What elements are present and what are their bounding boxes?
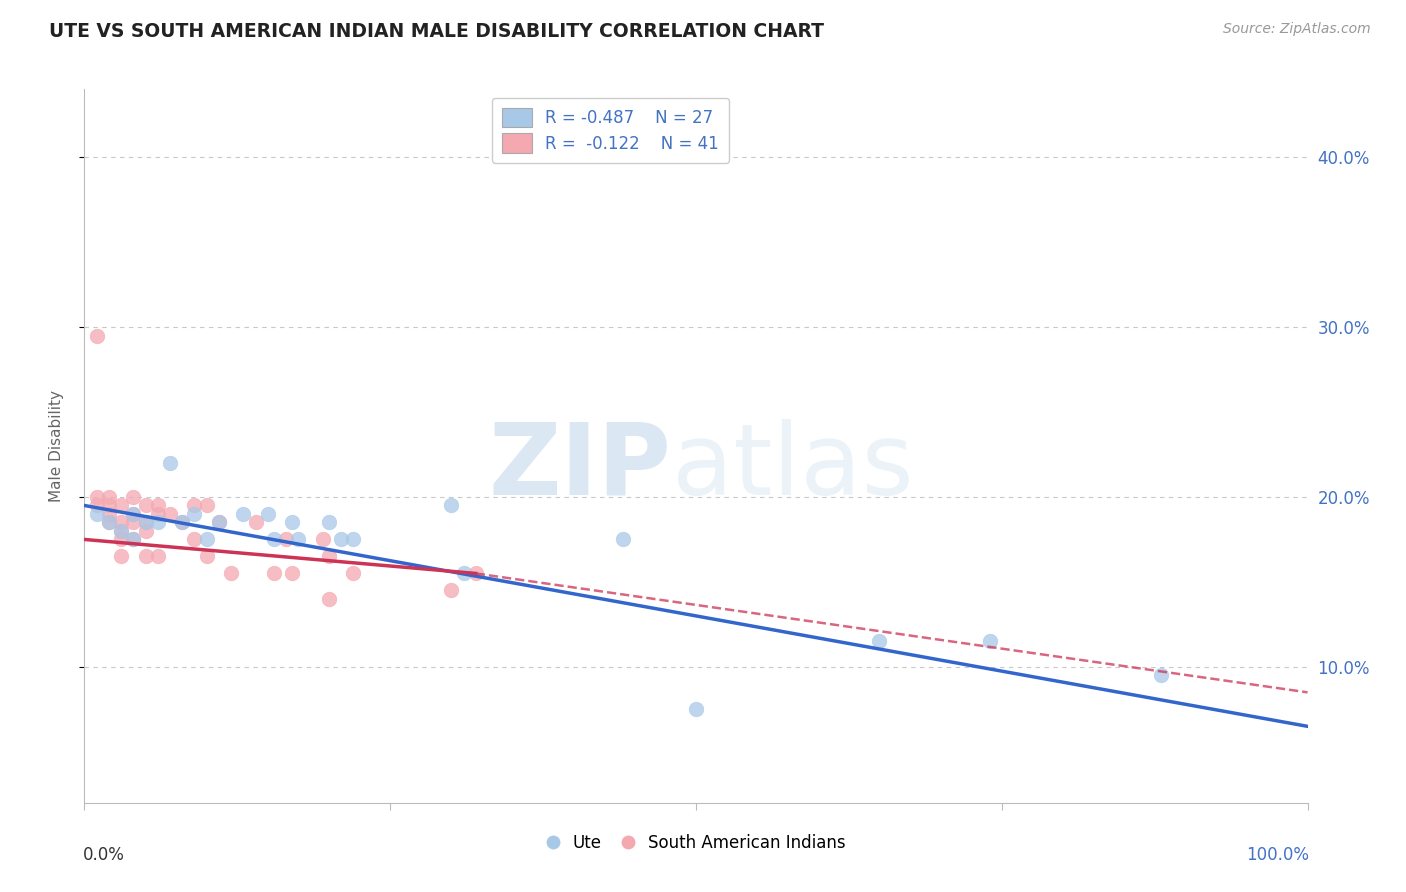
- Point: [146, 549, 169, 564]
- Point: [135, 524, 157, 538]
- Point: [330, 533, 353, 547]
- Point: [86, 328, 108, 343]
- Point: [245, 516, 267, 530]
- Point: [208, 516, 231, 530]
- Point: [257, 507, 280, 521]
- Point: [612, 533, 634, 547]
- Text: Source: ZipAtlas.com: Source: ZipAtlas.com: [1223, 22, 1371, 37]
- Point: [263, 566, 285, 581]
- Point: [281, 516, 304, 530]
- Point: [110, 516, 132, 530]
- Text: ZIP: ZIP: [489, 419, 672, 516]
- Point: [97, 507, 120, 521]
- Point: [135, 549, 157, 564]
- Point: [464, 566, 486, 581]
- Point: [312, 533, 335, 547]
- Point: [685, 702, 707, 716]
- Point: [86, 499, 108, 513]
- Point: [110, 533, 132, 547]
- Point: [146, 499, 169, 513]
- Point: [287, 533, 309, 547]
- Point: [318, 516, 340, 530]
- Point: [183, 499, 205, 513]
- Point: [219, 566, 242, 581]
- Point: [869, 634, 891, 648]
- Point: [195, 499, 218, 513]
- Point: [159, 456, 181, 470]
- Point: [208, 516, 231, 530]
- Point: [172, 516, 194, 530]
- Point: [122, 533, 145, 547]
- Point: [281, 566, 304, 581]
- Point: [146, 507, 169, 521]
- Point: [86, 490, 108, 504]
- Point: [276, 533, 298, 547]
- Point: [183, 507, 205, 521]
- Point: [122, 516, 145, 530]
- Point: [195, 549, 218, 564]
- Point: [135, 516, 157, 530]
- Point: [97, 499, 120, 513]
- Point: [318, 549, 340, 564]
- Point: [183, 533, 205, 547]
- Point: [440, 583, 463, 598]
- Point: [110, 524, 132, 538]
- Point: [318, 591, 340, 606]
- Point: [135, 499, 157, 513]
- Point: [110, 499, 132, 513]
- Text: 0.0%: 0.0%: [83, 846, 125, 863]
- Text: atlas: atlas: [672, 419, 912, 516]
- Point: [263, 533, 285, 547]
- Point: [122, 490, 145, 504]
- Point: [110, 524, 132, 538]
- Point: [195, 533, 218, 547]
- Point: [135, 516, 157, 530]
- Point: [342, 533, 364, 547]
- Point: [159, 507, 181, 521]
- Legend: Ute, South American Indians: Ute, South American Indians: [540, 828, 852, 859]
- Point: [453, 566, 475, 581]
- Point: [122, 507, 145, 521]
- Text: UTE VS SOUTH AMERICAN INDIAN MALE DISABILITY CORRELATION CHART: UTE VS SOUTH AMERICAN INDIAN MALE DISABI…: [49, 22, 824, 41]
- Point: [97, 516, 120, 530]
- Text: 100.0%: 100.0%: [1246, 846, 1309, 863]
- Point: [172, 516, 194, 530]
- Point: [232, 507, 254, 521]
- Point: [979, 634, 1001, 648]
- Point: [110, 549, 132, 564]
- Point: [440, 499, 463, 513]
- Y-axis label: Male Disability: Male Disability: [49, 390, 63, 502]
- Point: [146, 516, 169, 530]
- Point: [97, 516, 120, 530]
- Point: [122, 507, 145, 521]
- Point: [342, 566, 364, 581]
- Point: [1150, 668, 1173, 682]
- Point: [86, 507, 108, 521]
- Point: [97, 490, 120, 504]
- Point: [122, 533, 145, 547]
